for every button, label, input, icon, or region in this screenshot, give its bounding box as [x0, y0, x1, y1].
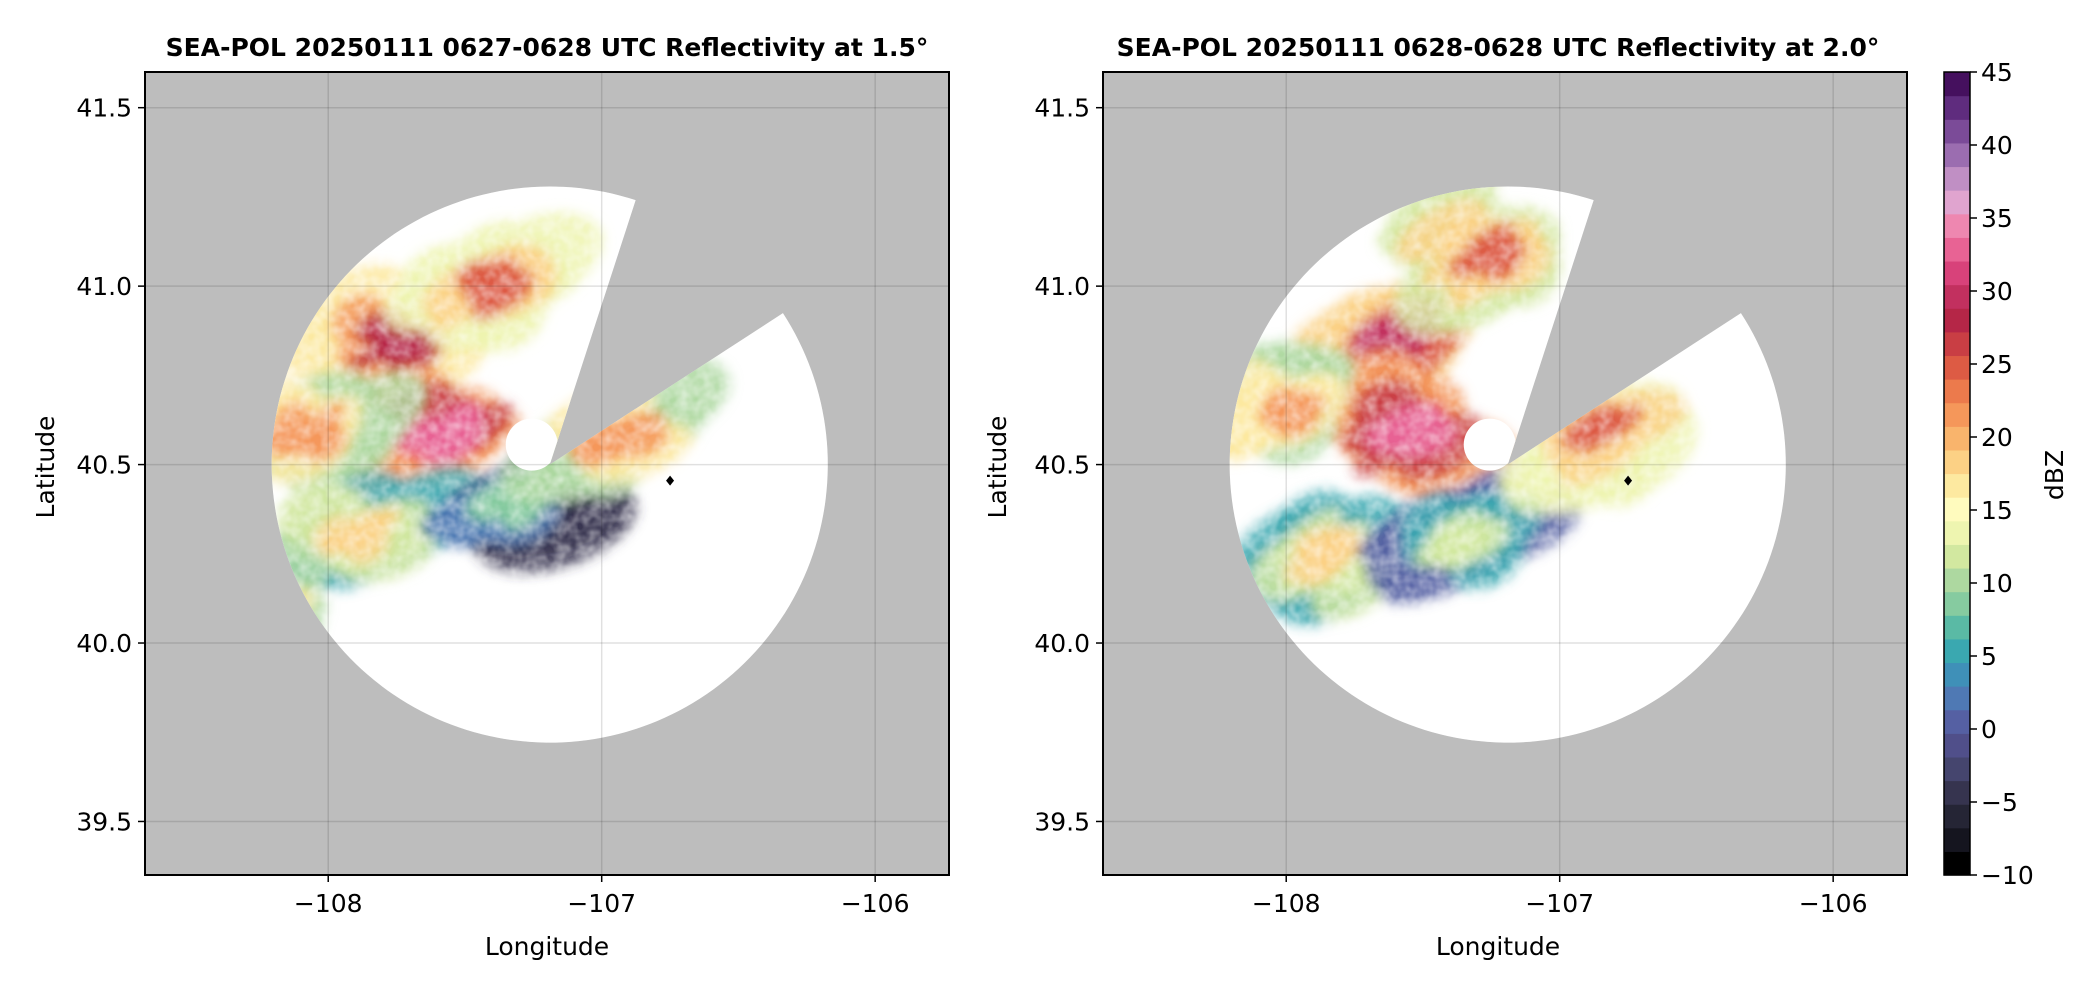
radar-center-clear-zone: [505, 418, 558, 471]
colorbar-band: [1944, 827, 1970, 852]
radar-panel-right: SEA-POL 20250111 0628-0628 UTC Reflectiv…: [983, 33, 1908, 961]
site-marker: [1624, 475, 1633, 486]
colorbar-tick-label: 5: [1981, 642, 1997, 671]
y-tick-label: 39.5: [1034, 807, 1090, 836]
panel-title: SEA-POL 20250111 0628-0628 UTC Reflectiv…: [1117, 33, 1880, 62]
colorbar-band: [1944, 260, 1970, 286]
colorbar-band: [1944, 119, 1970, 144]
y-axis-label: Latitude: [31, 416, 60, 519]
colorbar-tick-label: 20: [1981, 423, 2013, 452]
x-tick-label: −106: [1799, 889, 1868, 918]
colorbar-ticks: −10 −5 0 5 10 15 20 25 30 35 40 45: [1970, 58, 2034, 890]
x-tick-label: −108: [294, 889, 363, 918]
colorbar-bands: [1943, 71, 1971, 876]
x-axis-label: Longitude: [485, 932, 609, 961]
colorbar-band: [1944, 190, 1970, 215]
y-tick-label: 40.5: [76, 451, 132, 480]
plot-area: −108 −107 −106 39.5 40.0 40.5 41.0 41.5: [76, 71, 950, 918]
colorbar-tick-label: 25: [1981, 350, 2013, 379]
grid: [145, 72, 949, 875]
panel-title: SEA-POL 20250111 0627-0628 UTC Reflectiv…: [166, 33, 929, 62]
x-tick-label: −108: [1252, 889, 1321, 918]
colorbar-tick-label: 10: [1981, 569, 2013, 598]
colorbar-tick-label: 15: [1981, 496, 2013, 525]
y-tick-label: 41.0: [76, 272, 132, 301]
colorbar-band: [1944, 379, 1970, 404]
colorbar-band: [1944, 308, 1970, 333]
colorbar-tick-label: 0: [1981, 715, 1997, 744]
colorbar-frame: [1943, 71, 1971, 876]
y-tick-label: 40.0: [76, 629, 132, 658]
colorbar-band: [1944, 567, 1970, 593]
colorbar-band: [1944, 72, 1970, 97]
colorbar-tick-label: 30: [1981, 277, 2013, 306]
colorbar-tick-label: −5: [1981, 788, 2018, 817]
colorbar-band: [1944, 284, 1970, 309]
x-tick-label: −107: [567, 889, 636, 918]
colorbar: −10 −5 0 5 10 15 20 25 30 35 40 45 dBZ: [1943, 58, 2069, 890]
y-axis-label: Latitude: [983, 416, 1012, 519]
y-tick-label: 41.5: [76, 94, 132, 123]
radar-center-clear-zone: [1463, 418, 1516, 471]
colorbar-band: [1944, 756, 1970, 782]
y-tick-label: 40.0: [1034, 629, 1090, 658]
colorbar-band: [1944, 780, 1970, 805]
x-tick-label: −107: [1525, 889, 1594, 918]
colorbar-band: [1944, 733, 1970, 758]
colorbar-band: [1944, 851, 1970, 876]
colorbar-tick-label: 40: [1981, 131, 2013, 160]
colorbar-band: [1944, 804, 1970, 829]
colorbar-band: [1944, 449, 1970, 475]
colorbar-band: [1944, 497, 1970, 522]
colorbar-band: [1944, 615, 1970, 640]
reflectivity-echoes: [1229, 186, 1786, 743]
y-tick-label: 41.5: [1034, 94, 1090, 123]
colorbar-band: [1944, 402, 1970, 427]
grid: [1103, 72, 1907, 875]
x-tick-label: −106: [841, 889, 910, 918]
colorbar-band: [1944, 638, 1970, 664]
colorbar-band: [1944, 166, 1970, 191]
colorbar-band: [1944, 331, 1970, 357]
axes-frame: [144, 71, 950, 876]
colorbar-tick-label: 35: [1981, 204, 2013, 233]
y-tick-label: 41.0: [1034, 272, 1090, 301]
colorbar-band: [1944, 355, 1970, 380]
colorbar-band: [1944, 95, 1970, 120]
plot-area: −108 −107 −106 39.5 40.0 40.5 41.0 41.5: [1034, 71, 1908, 918]
colorbar-band: [1944, 544, 1970, 569]
colorbar-tick-label: 45: [1981, 58, 2013, 87]
colorbar-band: [1944, 473, 1970, 498]
colorbar-band: [1944, 142, 1970, 168]
site-marker: [666, 475, 675, 486]
radar-panel-left: SEA-POL 20250111 0627-0628 UTC Reflectiv…: [31, 33, 950, 961]
colorbar-band: [1944, 520, 1970, 545]
colorbar-band: [1944, 686, 1970, 711]
colorbar-band: [1944, 591, 1970, 616]
y-tick-label: 39.5: [76, 807, 132, 836]
axes-frame: [1102, 71, 1908, 876]
colorbar-band: [1944, 662, 1970, 687]
colorbar-tick-label: −10: [1981, 861, 2034, 890]
colorbar-label: dBZ: [2040, 450, 2069, 500]
colorbar-band: [1944, 426, 1970, 451]
x-axis-label: Longitude: [1436, 932, 1560, 961]
colorbar-band: [1944, 709, 1970, 734]
y-tick-label: 40.5: [1034, 451, 1090, 480]
colorbar-band: [1944, 237, 1970, 262]
colorbar-band: [1944, 213, 1970, 238]
